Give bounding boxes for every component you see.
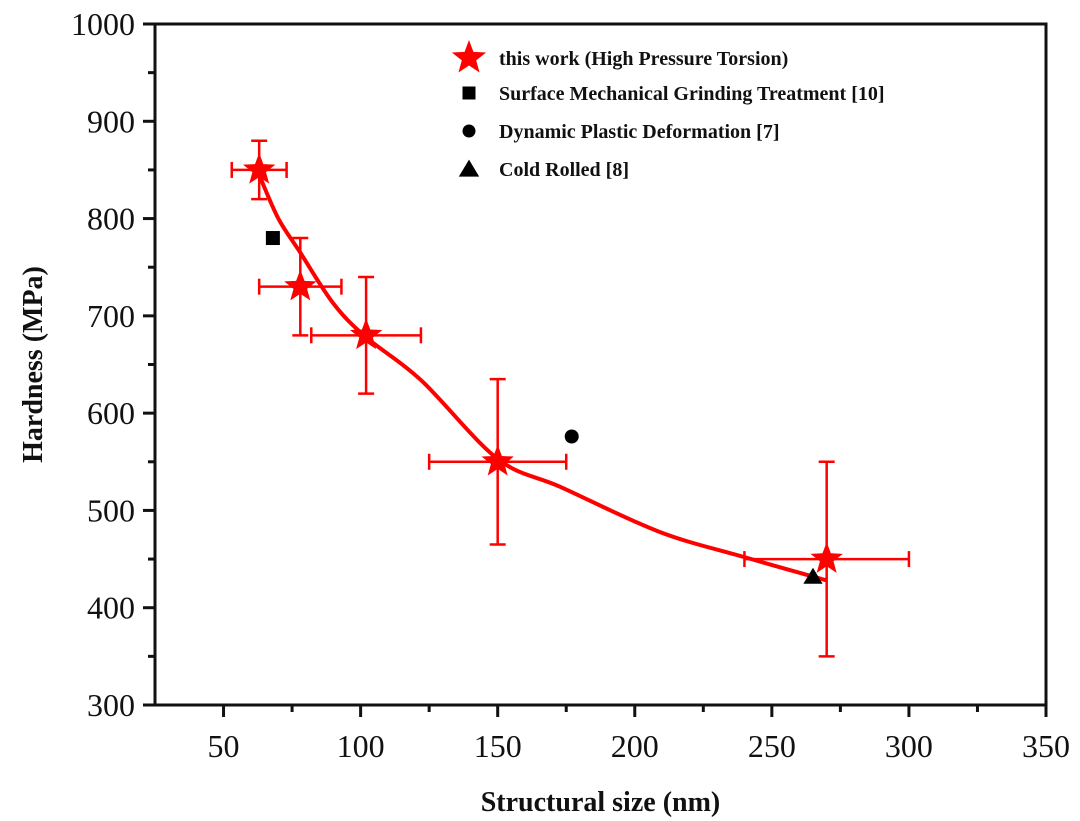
legend-item: Surface Mechanical Grinding Treatment [1… xyxy=(462,83,885,105)
star-marker xyxy=(810,542,843,573)
y-tick-label: 500 xyxy=(87,492,135,528)
legend-label: Dynamic Plastic Deformation [7] xyxy=(499,121,780,143)
circle-data-point xyxy=(564,429,579,444)
legend-label: Cold Rolled [8] xyxy=(499,159,629,181)
axis-tick-labels: 50 100 150 200 250 300 350 300 400 500 600 700 800 90… xyxy=(71,6,1070,764)
legend-label: Surface Mechanical Grinding Treatment [1… xyxy=(499,83,885,105)
legend-item: Cold Rolled [8] xyxy=(458,159,629,181)
x-tick-label: 100 xyxy=(337,728,385,764)
x-tick-label: 150 xyxy=(474,728,522,764)
square-data-point xyxy=(265,231,280,246)
x-tick-label: 300 xyxy=(885,728,933,764)
y-tick-label: 300 xyxy=(87,687,135,723)
hpt-data-point xyxy=(743,460,911,658)
hpt-data-point xyxy=(310,275,423,395)
hpt-data-point xyxy=(257,236,343,337)
legend-item: this work (High Pressure Torsion) xyxy=(451,40,788,73)
y-tick-label: 1000 xyxy=(71,6,135,42)
y-tick-label: 900 xyxy=(87,103,135,139)
hpt-data-point xyxy=(230,139,288,201)
legend-item: Dynamic Plastic Deformation [7] xyxy=(462,121,780,143)
square-marker xyxy=(265,231,280,246)
axis-ticks xyxy=(143,22,1048,717)
star-marker xyxy=(284,269,317,301)
star-legend-icon xyxy=(451,40,487,73)
triangle-legend-icon xyxy=(458,159,480,177)
x-tick-label: 50 xyxy=(208,728,240,764)
legend-label: this work (High Pressure Torsion) xyxy=(499,48,788,70)
triangle-marker xyxy=(803,567,823,584)
x-tick-label: 250 xyxy=(748,728,796,764)
square-legend-icon xyxy=(462,86,476,100)
x-tick-label: 350 xyxy=(1022,728,1070,764)
y-tick-label: 400 xyxy=(87,590,135,626)
hpt-data-point xyxy=(427,377,568,546)
y-tick-label: 700 xyxy=(87,298,135,334)
y-tick-label: 800 xyxy=(87,201,135,237)
circle-legend-icon xyxy=(462,124,476,138)
x-tick-label: 200 xyxy=(611,728,659,764)
star-marker xyxy=(243,152,276,184)
circle-marker xyxy=(564,429,579,444)
star-marker xyxy=(481,444,514,476)
data-marks xyxy=(230,139,911,658)
legend: this work (High Pressure Torsion) Surface… xyxy=(451,40,885,181)
star-marker xyxy=(349,318,383,350)
x-axis-title: Structural size (nm) xyxy=(481,787,721,818)
y-tick-label: 600 xyxy=(87,395,135,431)
fit-curve xyxy=(257,173,828,583)
triangle-data-point xyxy=(803,567,823,584)
y-axis-title: Hardness (MPa) xyxy=(18,266,49,463)
